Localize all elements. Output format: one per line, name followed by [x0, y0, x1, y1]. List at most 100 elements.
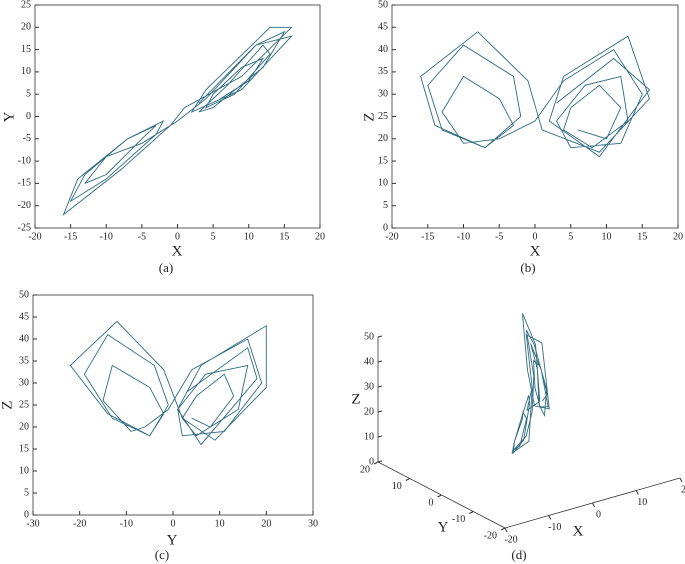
x-tick-label: -20	[73, 518, 86, 529]
x-tick-label: -5	[495, 231, 503, 242]
y-tick-label: 50	[378, 0, 388, 10]
x-tick-label: -5	[138, 231, 146, 242]
x-axis-label: X	[172, 243, 183, 259]
x-tick-label: 10	[637, 497, 647, 508]
x-tick	[679, 477, 683, 483]
y-tick-label: 30	[19, 377, 29, 388]
x-tick-label: 10	[602, 231, 612, 242]
y-tick-label: 20	[360, 464, 370, 475]
x-tick	[635, 490, 639, 495]
y-tick-label: 25	[378, 111, 388, 122]
y-axis-label: Y	[438, 519, 449, 535]
x-tick-label: 15	[637, 231, 647, 242]
z-tick-label: 30	[364, 381, 374, 392]
x-tick-label: -10	[457, 231, 470, 242]
trajectory	[511, 313, 550, 455]
x-tick	[548, 515, 552, 520]
x-tick	[504, 527, 508, 533]
y-tick-label: 45	[378, 22, 388, 33]
x-axis-label: X	[530, 243, 541, 259]
y-tick-label: 15	[378, 155, 388, 166]
y-tick-label: -20	[484, 530, 497, 541]
z-tick	[377, 335, 383, 338]
y-tick-label: 5	[24, 487, 29, 498]
y-tick-label: 10	[392, 481, 402, 492]
z-tick-label: 40	[364, 356, 374, 367]
y-tick	[405, 478, 410, 481]
y-tick-label: 40	[378, 44, 388, 55]
y-axis-label: Z	[0, 400, 15, 409]
plot-frame	[391, 4, 679, 229]
x-tick-label: -30	[26, 518, 39, 529]
y-tick-label: 20	[21, 22, 31, 33]
y-tick-label: 0	[26, 111, 31, 122]
x-tick-label: 20	[673, 231, 683, 242]
z-tick	[377, 435, 383, 438]
x-tick-label: 5	[568, 231, 573, 242]
y-tick-label: 35	[378, 66, 388, 77]
y-tick	[437, 494, 442, 498]
y-tick-label: -25	[18, 222, 31, 233]
x-tick-label: -20	[504, 534, 517, 545]
x-tick-label: 30	[308, 518, 318, 529]
plot-frame	[32, 294, 314, 516]
x-axis-label: X	[573, 523, 584, 539]
y-tick	[373, 461, 379, 465]
x-tick-label: 0	[175, 231, 180, 242]
y-tick-label: 15	[19, 443, 29, 454]
y-tick-label: 50	[19, 289, 29, 300]
y-tick-label: -10	[452, 514, 465, 525]
x-tick-label: 10	[244, 231, 254, 242]
z-tick-label: 50	[364, 331, 374, 342]
trajectory	[420, 31, 651, 158]
z-tick	[377, 360, 383, 363]
z-tick-label: 10	[364, 431, 374, 442]
panel-caption: (a)	[159, 260, 173, 275]
y-tick-label: 0	[383, 222, 388, 233]
x-tick-label: -20	[28, 231, 41, 242]
z-axis-label: Z	[351, 391, 360, 407]
x-tick	[592, 502, 595, 508]
z-tick-label: 0	[369, 456, 374, 467]
y-tick-label: 25	[21, 0, 31, 10]
panel-caption: (b)	[520, 260, 535, 275]
x-tick-label: 10	[215, 518, 225, 529]
z-tick	[377, 410, 383, 413]
trajectory	[62, 26, 293, 216]
y-tick-label: 45	[19, 311, 29, 322]
y-axis-label: Z	[361, 112, 377, 121]
y-tick	[469, 511, 474, 514]
x-tick-label: 0	[596, 509, 601, 520]
y-tick-label: 25	[19, 399, 29, 410]
x-tick-label: -15	[64, 231, 77, 242]
x-tick-label: 20	[315, 231, 325, 242]
y-tick	[500, 527, 506, 531]
x-tick-label: 20	[681, 484, 685, 495]
y-tick-label: -10	[18, 155, 31, 166]
z-tick-label: 20	[364, 406, 374, 417]
x-axis-label: Y	[167, 532, 178, 548]
y-axis-label: Y	[1, 111, 17, 122]
x-tick-label: -10	[548, 522, 561, 533]
y-tick-label: 40	[19, 333, 29, 344]
trajectory	[69, 320, 267, 446]
x-tick-label: -20	[385, 231, 398, 242]
y-tick-label: 0	[429, 497, 434, 508]
y-tick-label: -15	[18, 178, 31, 189]
x-tick-label: 0	[171, 518, 176, 529]
y-tick-label: 35	[19, 355, 29, 366]
x-tick-label: 15	[279, 231, 289, 242]
x-tick-label: -10	[100, 231, 113, 242]
x-tick-label: -15	[421, 231, 434, 242]
y-tick-label: 10	[19, 465, 29, 476]
y-tick-label: 20	[19, 421, 29, 432]
z-tick	[377, 460, 383, 463]
x-tick-label: -10	[120, 518, 133, 529]
y-tick-label: 20	[378, 133, 388, 144]
panel-caption: (d)	[511, 547, 526, 562]
y-tick-label: 0	[24, 509, 29, 520]
panel-caption: (c)	[155, 547, 169, 562]
y-tick-label: 30	[378, 88, 388, 99]
